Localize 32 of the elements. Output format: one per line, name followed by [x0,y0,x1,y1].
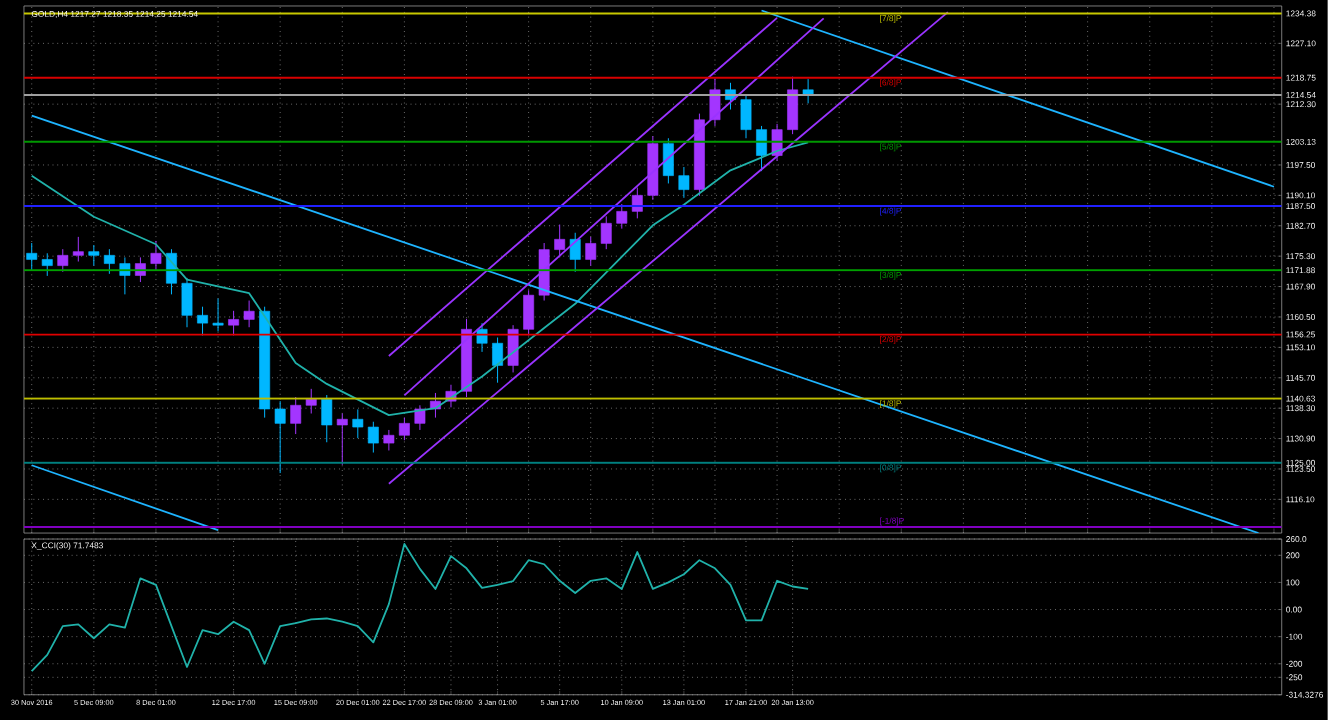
candlestick [523,289,535,336]
candlestick [212,297,224,332]
candlestick [197,305,208,336]
candlestick [476,322,488,353]
candlestick [554,223,566,258]
candlestick [492,336,503,383]
candlestick [740,94,752,139]
candlestick [787,75,799,135]
line-series [30,542,810,672]
candlestick [538,242,550,301]
candlestick [321,394,333,443]
candlestick [631,186,643,219]
candlestick [290,396,302,435]
candlestick [616,203,628,229]
candlestick [569,231,581,272]
candlestick [72,236,84,262]
candlestick [367,420,379,453]
candlestick [398,416,410,441]
candlestick [709,77,721,127]
candlestick [88,244,100,266]
candlestick [662,137,674,184]
candlestick [243,299,255,328]
candlestick [150,240,162,270]
candlestick [181,277,193,328]
candlestick [57,248,69,272]
candlestick [103,248,115,274]
candlestick [274,400,286,474]
candlestick [678,166,690,198]
candlestick [352,408,364,439]
candlestick [228,309,240,336]
candlestick [383,429,395,451]
candlestick [336,412,348,466]
